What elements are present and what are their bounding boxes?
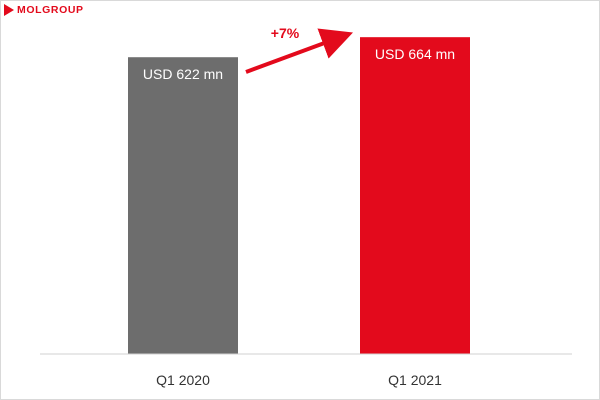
growth-arrow [245,28,354,74]
growth-percent-label: +7% [271,25,300,41]
x-tick-label-1: Q1 2020 [156,372,210,388]
brand-logo: MOLGROUP [4,4,84,16]
bar-2 [360,37,470,354]
x-tick-label-2: Q1 2021 [388,372,442,388]
brand-triangle-icon [4,4,14,16]
brand-name: MOLGROUP [17,4,84,16]
bar-1 [128,57,238,355]
bar-data-label-2: USD 664 mn [375,46,455,62]
bar-data-label-1: USD 622 mn [143,66,223,82]
